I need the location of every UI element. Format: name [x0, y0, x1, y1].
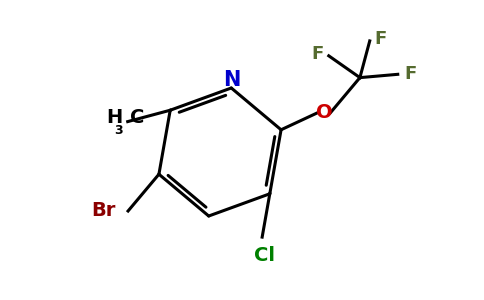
Text: F: F	[405, 65, 417, 83]
Text: H: H	[106, 108, 123, 127]
Text: C: C	[130, 108, 144, 127]
Text: 3: 3	[114, 124, 123, 136]
Text: F: F	[312, 45, 324, 63]
Text: O: O	[316, 103, 333, 122]
Text: F: F	[375, 30, 387, 48]
Text: Cl: Cl	[254, 246, 274, 265]
Text: Br: Br	[91, 200, 116, 220]
Text: N: N	[224, 70, 241, 90]
